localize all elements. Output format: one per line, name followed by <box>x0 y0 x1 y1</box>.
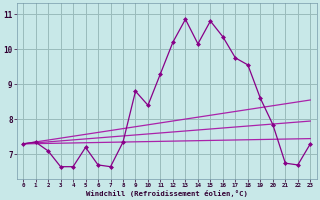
X-axis label: Windchill (Refroidissement éolien,°C): Windchill (Refroidissement éolien,°C) <box>86 190 248 197</box>
